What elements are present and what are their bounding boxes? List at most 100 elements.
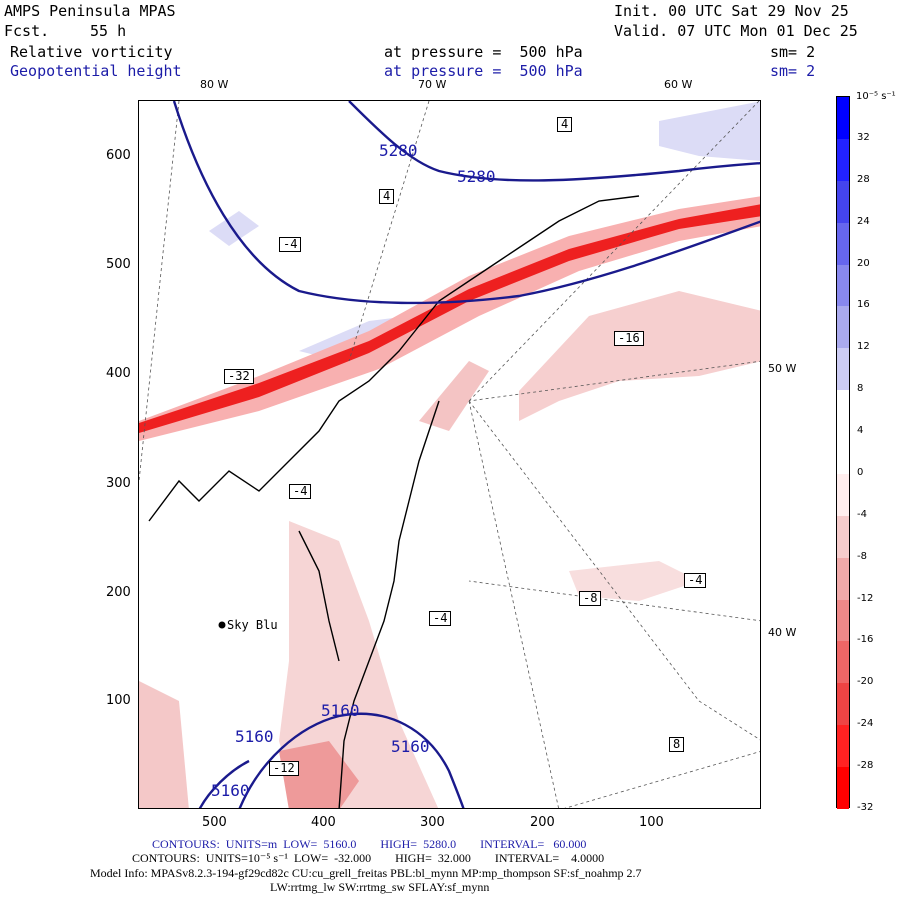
vorticity-label: -4 [429, 611, 452, 626]
colorbar-tick-label: 16 [857, 299, 870, 311]
colorbar-tick-label: 4 [857, 425, 864, 437]
vorticity-label: 4 [557, 117, 573, 132]
colorbar-segment [837, 599, 849, 642]
graticule [139, 101, 760, 808]
vorticity-label: -4 [279, 237, 302, 252]
colorbar-tick-label: 24 [857, 215, 870, 227]
field2-name: Geopotential height [10, 62, 182, 80]
height-label-5160-c: 5160 [391, 737, 430, 756]
colorbar-segment [837, 306, 849, 349]
y-tick-200: 200 [106, 585, 131, 600]
vorticity-label: 4 [379, 189, 395, 204]
field1-smoothing: sm= 2 [770, 43, 816, 61]
lon-label-80w: 80 W [200, 78, 229, 91]
colorbar-segment [837, 222, 849, 266]
vorticity-label: 8 [669, 737, 685, 752]
negative-vorticity-shading-core [279, 741, 359, 808]
colorbar-segment [837, 348, 849, 391]
colorbar-tick-label: 0 [857, 466, 864, 478]
colorbar-segment [837, 432, 849, 475]
positive-vorticity-shading [659, 101, 760, 161]
model-info: Model Info: MPASv8.2.3-194-gf29cd82c CU:… [90, 866, 642, 880]
model-info-radiation: LW:rrtmg_lw SW:rrtmg_sw SFLAY:sf_mynn [270, 880, 490, 894]
x-tick-100: 100 [639, 815, 664, 830]
x-tick-300: 300 [420, 815, 445, 830]
field2-smoothing: sm= 2 [770, 62, 816, 80]
lon-label-60w: 60 W [664, 78, 693, 91]
colorbar-tick-label: -16 [857, 634, 874, 646]
colorbar-tick-label: 8 [857, 383, 864, 395]
height-label-5160-d: 5160 [211, 781, 250, 800]
colorbar-tick-label: -24 [857, 718, 874, 730]
colorbar-tick-label: 20 [857, 257, 870, 269]
colorbar-segment [837, 473, 849, 517]
field1-name: Relative vorticity [10, 43, 173, 61]
x-tick-500: 500 [202, 815, 227, 830]
y-tick-100: 100 [106, 693, 131, 708]
colorbar-segment [837, 264, 849, 307]
map-plot-area[interactable]: 5280 5280 5160 5160 5160 5160 Sky Blu 4 … [138, 100, 761, 809]
colorbar-tick-label: -4 [857, 508, 867, 520]
vorticity-label: -16 [614, 331, 644, 346]
x-tick-200: 200 [530, 815, 555, 830]
colorbar-tick-label: -32 [857, 802, 874, 813]
y-tick-400: 400 [106, 366, 131, 381]
station-label: Sky Blu [227, 618, 278, 632]
height-contour-5280-west [172, 101, 760, 305]
height-label-5280-b: 5280 [457, 167, 496, 186]
negative-vorticity-shading-south [279, 521, 439, 808]
lon-label-50w: 50 W [768, 362, 797, 375]
height-contour-5160-south [238, 712, 465, 808]
lon-label-70w: 70 W [418, 78, 447, 91]
height-label-5160-b: 5160 [235, 727, 274, 746]
colorbar-tick-label: 12 [857, 341, 870, 353]
positive-vorticity-shading-3 [209, 211, 259, 246]
colorbar-segment [837, 641, 849, 684]
negative-vorticity-shading-southwest [139, 681, 189, 808]
vorticity-streak-core [139, 204, 760, 433]
x-tick-400: 400 [311, 815, 336, 830]
height-label-5160-a: 5160 [321, 701, 360, 720]
colorbar-segment [837, 557, 849, 601]
y-tick-500: 500 [106, 257, 131, 272]
vorticity-label: -4 [684, 573, 707, 588]
valid-time: Valid. 07 UTC Mon 01 Dec 25 [614, 22, 858, 40]
field1-pressure: at pressure = 500 hPa [384, 43, 583, 61]
colorbar-segment [837, 725, 849, 768]
init-time: Init. 00 UTC Sat 29 Nov 25 [614, 2, 849, 20]
forecast-label: Fcst. [4, 22, 50, 40]
forecast-hour: 55 h [90, 22, 127, 40]
vorticity-label: -4 [289, 484, 312, 499]
station-marker [218, 621, 226, 629]
negative-vorticity-shading-east [519, 291, 760, 421]
colorbar-segment [837, 180, 849, 224]
negative-vorticity-shading-se [569, 561, 699, 601]
vorticity-label: -8 [579, 591, 602, 606]
height-contour-5160-west [198, 759, 250, 808]
colorbar-segment [837, 683, 849, 726]
colorbar-tick-label: -12 [857, 592, 874, 604]
field2-pressure: at pressure = 500 hPa [384, 62, 583, 80]
colorbar-tick-label: -8 [857, 550, 867, 562]
colorbar [836, 96, 850, 810]
contours-info-height: CONTOURS: UNITS=m LOW= 5160.0 HIGH= 5280… [152, 837, 587, 851]
height-label-5280-a: 5280 [379, 141, 418, 160]
height-contour-5280-north [348, 101, 760, 182]
colorbar-segment [837, 138, 849, 182]
colorbar-segment [837, 515, 849, 559]
negative-vorticity-shading-mid [419, 361, 489, 431]
map-canvas [139, 101, 760, 808]
vorticity-label: -12 [269, 761, 299, 776]
colorbar-unit: 10⁻⁵ s⁻¹ [856, 91, 896, 102]
colorbar-segment [837, 390, 849, 433]
contours-info-vorticity: CONTOURS: UNITS=10⁻⁵ s⁻¹ LOW= -32.000 HI… [132, 851, 605, 865]
vorticity-label: -32 [224, 369, 254, 384]
colorbar-segment [837, 767, 849, 810]
y-tick-600: 600 [106, 148, 131, 163]
colorbar-tick-label: -28 [857, 760, 874, 772]
colorbar-tick-label: 28 [857, 173, 870, 185]
colorbar-segment [837, 97, 849, 140]
lon-label-40w: 40 W [768, 626, 797, 639]
colorbar-tick-label: 32 [857, 131, 870, 143]
y-tick-300: 300 [106, 476, 131, 491]
